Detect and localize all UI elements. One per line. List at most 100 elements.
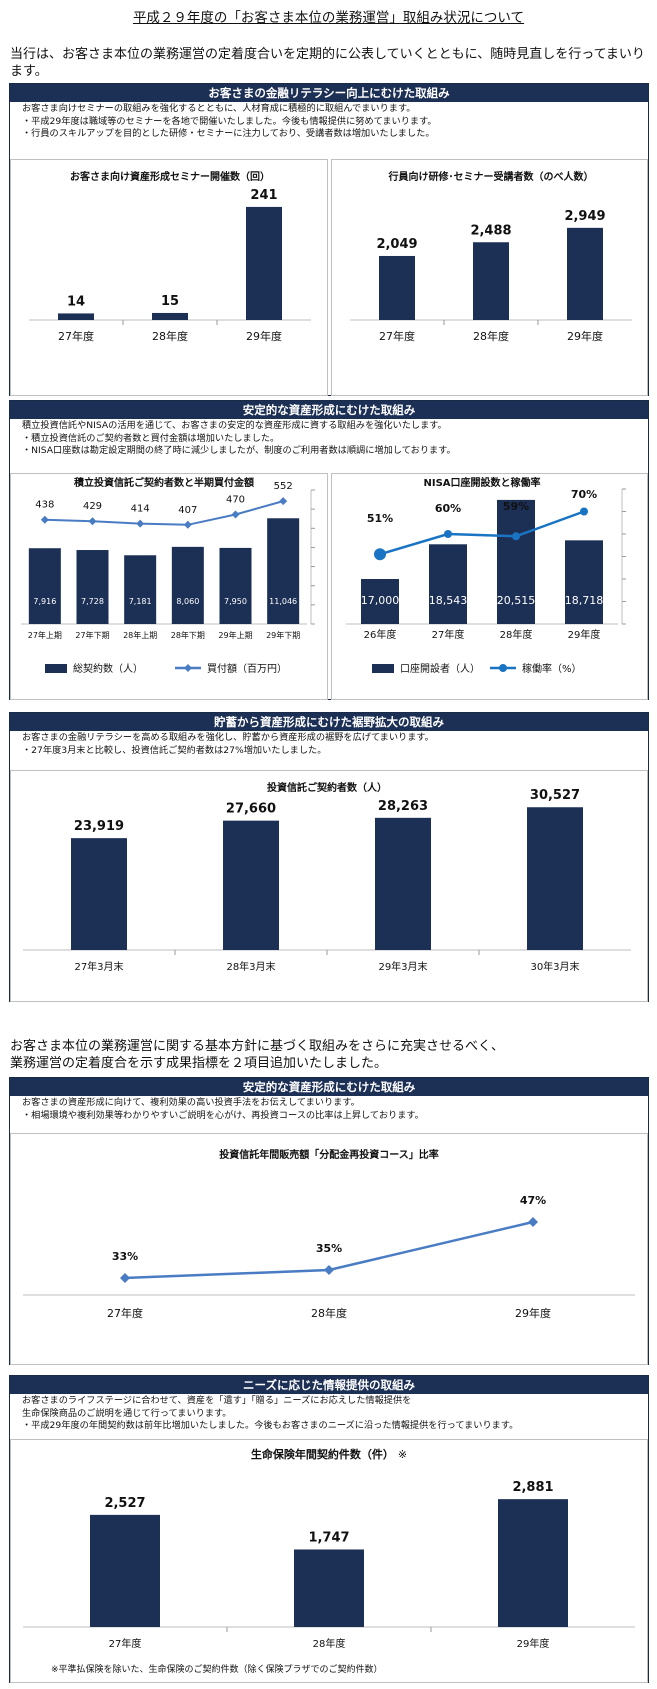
chart-title: NISA口座開設数と稼働率 [423,476,540,489]
desc-line: ・行員のスキルアップを目的とした研修・セミナーに注力しており、受講者数は増加いた… [22,128,435,139]
line-marker [88,517,97,526]
chart-title: 生命保険年間契約件数（件） ※ [251,1447,407,1461]
desc-line: ・相場環境や複利効果等わかりやすいご説明を心がけ、再投資コースの比率は上昇してお… [22,1109,424,1121]
category-label: 29年上期 [218,630,252,640]
section-reinvestment: 安定的な資産形成にむけた取組み お客さまの資産形成に向けて、複利効果の高い投資手… [9,1077,649,1365]
legend-swatch-bar [45,664,67,673]
line-data-label: 60% [435,502,461,515]
seminar-chart: お客さま向け資産形成セミナー開催数（回） 14 27年度 15 28年度 241 29年度 [29,170,311,343]
bar [152,312,188,320]
chart-title-mark: ※ [398,1448,407,1461]
category-label: 27年上期 [28,630,62,640]
category-label: 28年度 [311,1306,347,1320]
bar [246,206,282,320]
data-label: 2,488 [470,223,511,238]
section-info-provision: ニーズに応じた情報提供の取組み お客さまのライフステージに合わせて、資産を「遺す… [9,1375,649,1683]
bar-data-label: 18,543 [429,594,468,607]
section-asset-building: 安定的な資産形成にむけた取組み 積立投資信託やNISAの活用を通じて、お客さまの… [9,400,649,700]
insurance-chart: 生命保険年間契約件数（件） ※ 2,527 27年度 1,747 28年度 2,881 29年… [23,1447,635,1650]
nisa-chart-panel: NISA口座開設数と稼働率 17,000 26年度 18,543 27年度 20,515 2… [331,473,648,700]
bar [28,548,61,624]
section-header: 貯蓄から資産形成にむけた裾野拡大の取組み [10,713,648,731]
section-header: 安定的な資産形成にむけた取組み [10,1078,648,1096]
bar [565,540,603,624]
line-data-label: 51% [367,512,393,525]
insurance-chart-panel: 生命保険年間契約件数（件） ※ 2,527 27年度 1,747 28年度 2,881 29年… [10,1439,648,1683]
bar-data-label: 20,515 [497,594,536,607]
desc-line: 積立投資信託やNISAの活用を通じて、お客さまの安定的な資産形成に資する取組みを… [22,420,447,431]
reinvest-chart: 投資信託年間販売額「分配金再投資コース」比率 33% 27年度 35% 28年度 47% 2… [23,1148,635,1320]
line-marker [528,1217,538,1227]
data-label: 15 [161,294,179,309]
intro-text: 当行は、お客さま本位の業務運営の定着度合いを定期的に公表していくとともに、随時見… [10,47,645,79]
bar [375,817,431,950]
bar [90,1514,160,1627]
desc-line: ・平成29年度は職域等のセミナーを各地で開催いたしました。今後も情報提供に努めて… [22,115,437,127]
line-series [44,500,284,526]
desc-line: お客さま向けセミナーの取組みを強化するとともに、人材育成に積極的に取組んでまいり… [22,103,416,114]
section-description: お客さまのライフステージに合わせて、資産を「遺す」「贈る」ニーズにお応えした情報… [10,1394,648,1433]
line-data-label: 438 [35,500,54,511]
desc-line: お客さまの金融リテラシーを高める取組みを強化し、貯蓄から資産形成の裾野を広げてま… [22,732,434,743]
bar-data-label: 8,060 [176,597,199,606]
bar [223,820,279,950]
bar-data-label: 17,000 [361,594,400,607]
line-marker [512,532,520,541]
legend-swatch-bar [372,664,394,673]
footnote: ※平準払保険を除いた、生命保険のご契約件数（除く保険プラザでのご契約件数） [51,1665,383,1675]
category-label: 28年下期 [171,630,205,640]
legend-label: 総契約数（人） [73,662,143,675]
seminar-chart-panel: お客さま向け資産形成セミナー開催数（回） 14 27年度 15 28年度 241 29年度 [10,159,328,396]
intro-text-2: お客さま本位の業務運営に関する基本方針に基づく取組みをさらに充実させるべく、 業… [10,1038,650,1072]
category-label: 27年度 [379,329,415,343]
line-marker [324,1265,334,1275]
desc-line: お客さまのライフステージに合わせて、資産を「遺す」「贈る」ニーズにお応えした情報… [22,1395,412,1406]
line-marker [580,507,588,516]
data-label: 1,747 [308,1530,349,1545]
bar [76,550,109,624]
desc-line: お客さまの資産形成に向けて、複利効果の高い投資手法をお伝えしてまいります。 [22,1097,360,1108]
bar [58,313,94,320]
data-label: 23,919 [74,819,124,834]
bar [219,547,252,624]
data-label: 47% [520,1194,546,1207]
desc-line: 生命保険商品のご説明を通じて行ってまいります。 [22,1407,232,1419]
category-label: 29年度 [517,1637,550,1650]
data-label: 33% [112,1250,138,1263]
category-label: 27年度 [432,628,465,641]
bar [497,499,535,624]
category-label: 26年度 [364,628,397,641]
line-data-label: 470 [226,495,245,506]
bar [498,1499,568,1627]
category-label: 27年下期 [75,630,109,640]
legend-marker [184,664,192,672]
line-marker [183,520,192,529]
line-data-label: 59% [503,500,529,513]
category-label: 29年度 [246,329,282,343]
category-label: 28年度 [152,329,188,343]
category-label: 28年上期 [123,630,157,640]
toshin-chart-panel: 投資信託ご契約者数（人） 23,919 27年3月末 27,660 28年3月末 28,2… [10,770,648,1002]
data-label: 2,049 [376,237,417,252]
category-label: 30年3月末 [530,960,579,973]
intro2-line: 業務運営の定着度合を示す成果指標を２項目追加いたしました。 [10,1056,388,1071]
line-marker [374,548,386,561]
bar-data-label: 7,181 [129,597,152,606]
data-label: 30,527 [530,788,580,803]
nisa-chart: NISA口座開設数と稼働率 17,000 26年度 18,543 27年度 20,515 2… [346,476,626,675]
section-header: 安定的な資産形成にむけた取組み [10,401,648,419]
section-header: ニーズに応じた情報提供の取組み [10,1376,648,1394]
line-marker [120,1273,130,1283]
desc-line: ・27年度3月末と比較し、投資信託ご契約者数は27%増加いたしました。 [22,744,327,756]
training-chart: 行員向け研修･セミナー受講者数（のべ人数） 2,049 27年度 2,488 28年度 2… [350,170,632,343]
bar [567,227,603,320]
bar-data-label: 7,728 [81,597,104,606]
category-label: 28年度 [500,628,533,641]
category-label: 27年度 [107,1306,143,1320]
category-label: 28年3月末 [226,960,275,973]
line-marker [279,497,288,506]
data-label: 241 [250,188,277,203]
section-literacy: お客さまの金融リテラシー向上にむけた取組み お客さま向けセミナーの取組みを強化す… [9,83,649,396]
bar [71,838,127,950]
bar [429,544,467,624]
